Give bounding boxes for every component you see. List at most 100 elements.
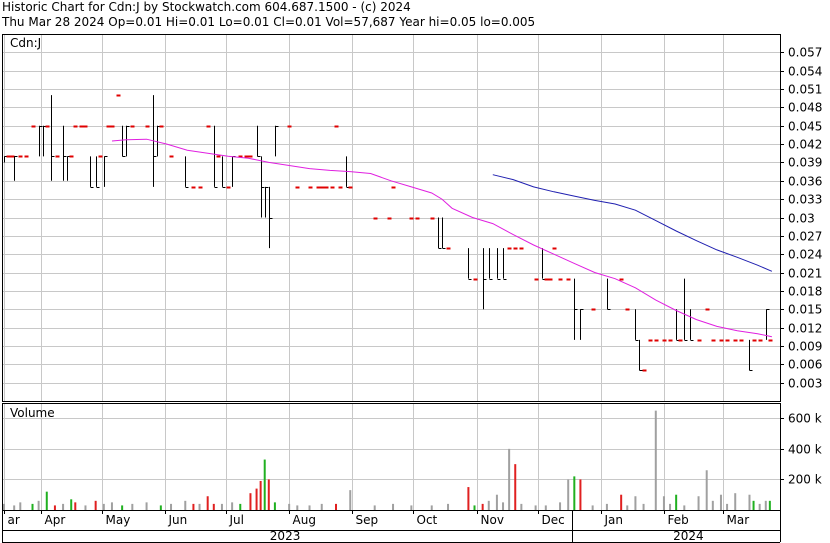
volume-bar [84,505,87,510]
volume-bar [206,496,209,510]
volume-bar [3,503,5,510]
x-tick-label: Jan [604,513,624,527]
volume-bar [288,503,291,510]
volume-bar [591,505,594,510]
x-tick-label: Oct [417,513,438,527]
price-panel-label: Cdn:J [10,36,41,50]
y-tick-label: 0.003 [788,377,822,391]
volume-bar [662,496,665,510]
volume-bar [184,500,187,510]
volume-bar [495,494,498,510]
x-tick-label: Jul [229,513,244,527]
axis-labels: ar Apr May Jun Jul Aug Sep Oct Nov Dec Jan Feb Mar 0.… [4,36,822,543]
y-tick-label: 0.024 [788,248,822,262]
volume-bar [544,505,547,510]
volume-bar [259,480,262,510]
y-tick-label: 0.021 [788,267,822,281]
volume-bar [726,503,729,510]
x-tick-label: Sep [356,513,379,527]
x-tick-label: Nov [481,513,504,527]
volume-bar [74,502,77,510]
volume-bar [481,503,484,510]
volume-bar [45,491,48,510]
moving-average-line [111,138,773,338]
volume-bar [273,502,276,510]
volume-bar [296,505,299,510]
y-tick-label: 0.045 [788,120,822,134]
volume-bar [308,505,311,510]
volume-bar [212,503,215,510]
x-tick-label: Aug [293,513,316,527]
y-tick-label: 0.006 [788,358,822,372]
volume-bar [349,490,352,510]
volume-bar [559,502,562,510]
volume-bar [514,464,517,510]
moving-average-line [492,174,773,272]
volume-grid [2,403,780,510]
volume-bar [239,503,242,510]
volume-bar [13,505,16,510]
volume-bar [579,479,582,510]
volume-bar [683,505,686,510]
volume-bar [520,503,523,510]
x-tick-label: Feb [668,513,689,527]
volume-bar [37,500,40,510]
volume-bar [447,503,450,510]
y-tick-label: 0.051 [788,83,822,97]
volume-bar [642,503,645,510]
volume-bar [110,502,113,510]
volume-bar [231,502,234,510]
volume-bar [53,505,56,510]
volume-bar [249,493,252,510]
volume-bar [320,503,323,510]
volume-bar [198,503,201,510]
volume-bar [473,505,476,510]
volume-bar [335,503,338,510]
volume-tick-label: 400 k [788,443,822,457]
x-tick-label: Jun [168,513,188,527]
x-tick-label: ar [8,513,20,527]
y-tick-label: 0.018 [788,285,822,299]
volume-bar [19,502,22,510]
volume-bar [508,448,511,510]
volume-bar [626,505,629,510]
volume-bar [768,500,771,510]
volume-bar [502,502,505,510]
volume-tick-label: 200 k [788,473,822,487]
price-bars [4,94,773,372]
volume-bar [70,499,73,510]
volume-bar [734,493,737,510]
volume-bar [62,503,65,510]
volume-bar [220,503,223,510]
volume-bar [567,479,570,510]
y-tick-label: 0.033 [788,193,822,207]
moving-average-lines [111,138,773,338]
volume-bar [170,503,173,510]
volume-bar [121,505,124,510]
volume-bar [573,476,576,510]
volume-bars [3,410,771,510]
volume-bar [534,505,537,510]
y-tick-label: 0.048 [788,101,822,115]
volume-bar [467,487,470,510]
y-tick-label: 0.054 [788,65,822,79]
y-tick-label: 0.036 [788,175,822,189]
volume-bar [654,410,657,510]
volume-bar [192,503,195,510]
y-tick-label: 0.057 [788,46,822,60]
volume-bar [31,503,34,510]
year-label: 2024 [673,529,704,543]
y-tick-label: 0.039 [788,156,822,170]
volume-bar [94,500,97,510]
volume-bar [102,503,105,510]
y-tick-label: 0.03 [788,212,815,226]
y-tick-label: 0.009 [788,340,822,354]
volume-bar [697,496,700,510]
year-label: 2023 [270,529,301,543]
volume-bar [620,494,623,510]
y-tick-label: 0.042 [788,138,822,152]
volume-bar [159,505,162,510]
volume-bar [748,494,751,510]
volume-bar [392,503,395,510]
